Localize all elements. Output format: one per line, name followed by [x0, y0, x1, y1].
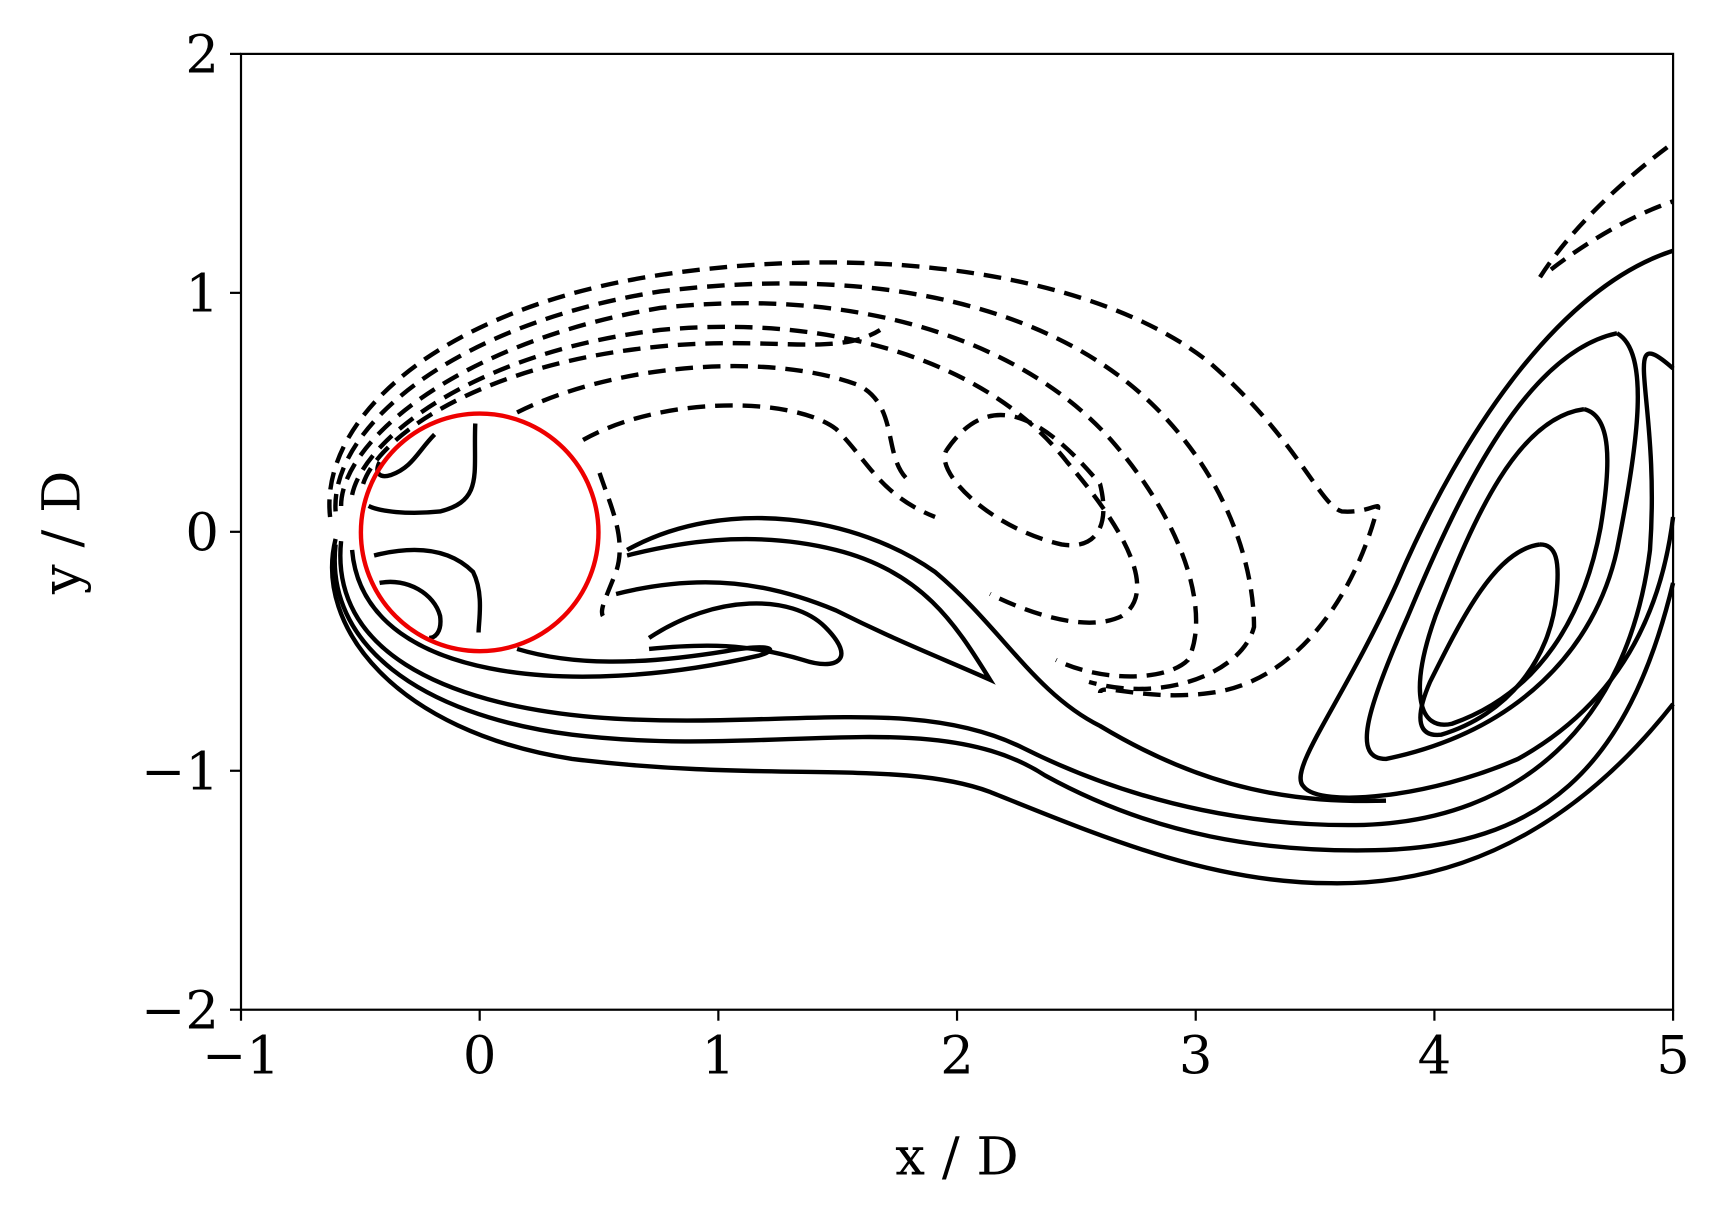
contour-line	[367, 423, 478, 515]
x-tick-label: 0	[463, 1026, 497, 1087]
x-axis-label: x / D	[895, 1127, 1018, 1188]
contour-line	[379, 579, 443, 641]
contour-line	[597, 472, 622, 618]
y-tick-label: −2	[141, 980, 219, 1041]
x-tick-label: 5	[1656, 1026, 1690, 1087]
contour-line	[361, 328, 882, 485]
contour-line	[626, 515, 1387, 804]
contour-line	[338, 301, 1199, 679]
x-tick-label: 2	[940, 1026, 974, 1087]
contour-line	[516, 363, 915, 486]
contour-line	[1538, 141, 1675, 279]
contour-line	[373, 547, 483, 633]
x-tick-label: 3	[1179, 1026, 1213, 1087]
contour-line	[329, 538, 1675, 886]
contour-line	[647, 601, 844, 667]
y-tick-label: −1	[141, 741, 219, 802]
contour-line	[349, 549, 773, 679]
contour-line	[1364, 331, 1640, 762]
x-tick-label: 1	[702, 1026, 736, 1087]
y-tick-label: 1	[185, 264, 219, 325]
contour-line	[942, 412, 1106, 548]
contour-lines	[327, 141, 1676, 886]
contour-line	[349, 324, 1140, 625]
contour-line	[1417, 406, 1610, 727]
contour-line	[1549, 199, 1674, 272]
y-tick-label: 2	[185, 25, 219, 86]
contour-line	[1418, 542, 1560, 738]
contour-line	[615, 536, 996, 685]
contour-line	[581, 403, 936, 519]
cylinder	[358, 411, 601, 654]
contour-line	[333, 281, 1257, 692]
x-tick-label: 4	[1418, 1026, 1452, 1087]
contour-line	[1298, 248, 1676, 800]
contour-line	[332, 544, 1676, 853]
y-tick-label: 0	[185, 503, 219, 564]
x-tick-label: −1	[202, 1026, 280, 1087]
contour-line	[338, 351, 1675, 828]
contour-line	[327, 260, 1381, 698]
y-axis-label: y / D	[31, 471, 92, 595]
